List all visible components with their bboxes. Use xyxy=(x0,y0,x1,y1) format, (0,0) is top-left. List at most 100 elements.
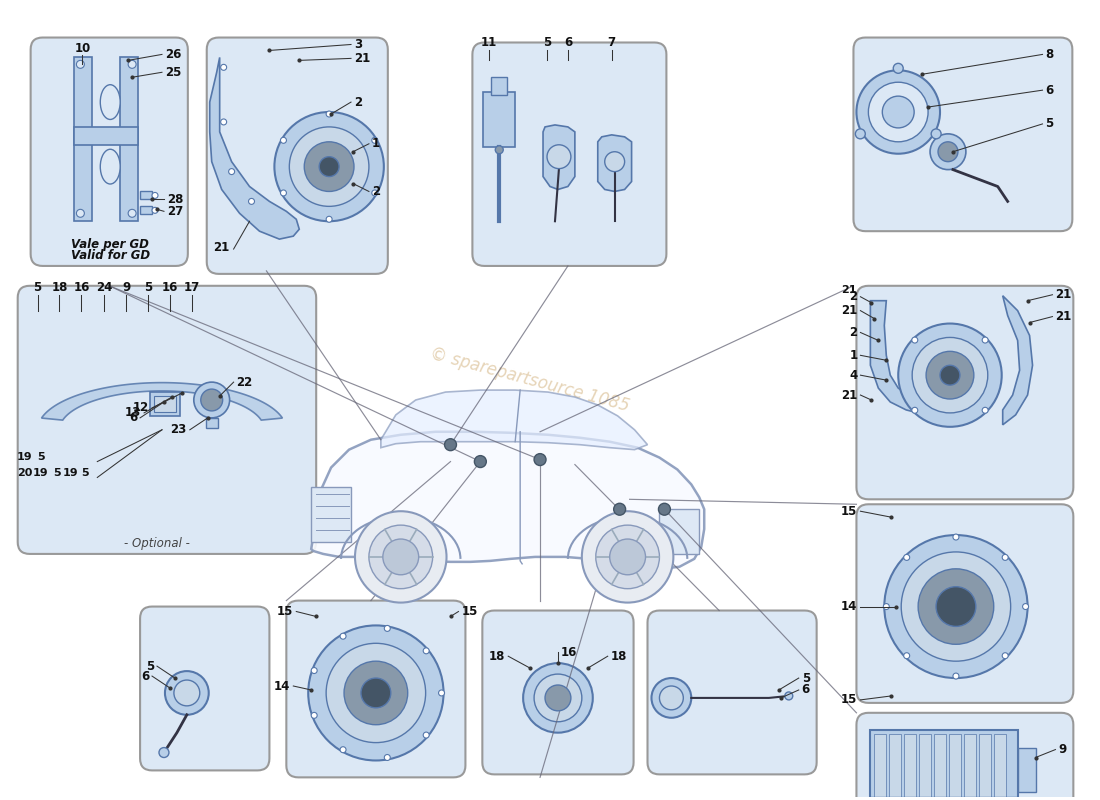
Bar xyxy=(492,78,507,95)
Circle shape xyxy=(953,673,959,679)
Text: 11: 11 xyxy=(481,37,497,50)
Circle shape xyxy=(355,511,447,602)
Circle shape xyxy=(372,190,377,196)
Text: 6: 6 xyxy=(564,37,572,50)
Text: 6: 6 xyxy=(1045,84,1054,97)
Polygon shape xyxy=(42,382,283,420)
Circle shape xyxy=(383,539,419,574)
Text: 18: 18 xyxy=(488,650,505,662)
Text: 5: 5 xyxy=(802,671,810,685)
Text: 19: 19 xyxy=(16,451,33,462)
Text: 21: 21 xyxy=(1055,288,1071,302)
Circle shape xyxy=(535,454,546,466)
Text: 3: 3 xyxy=(354,38,362,51)
Text: 8: 8 xyxy=(1045,48,1054,61)
Circle shape xyxy=(326,111,332,117)
Text: 15: 15 xyxy=(842,505,857,518)
Circle shape xyxy=(152,207,158,214)
Text: 2: 2 xyxy=(354,95,362,109)
Circle shape xyxy=(904,653,910,658)
Circle shape xyxy=(201,389,222,411)
Circle shape xyxy=(280,138,286,143)
Bar xyxy=(659,510,700,554)
Polygon shape xyxy=(1003,296,1033,425)
Circle shape xyxy=(659,503,670,515)
Bar xyxy=(874,734,887,800)
Circle shape xyxy=(308,626,443,761)
Bar xyxy=(483,92,515,146)
Text: 9: 9 xyxy=(1058,743,1067,756)
Text: 1: 1 xyxy=(849,349,857,362)
Circle shape xyxy=(344,661,408,725)
Circle shape xyxy=(938,142,958,162)
FancyBboxPatch shape xyxy=(207,38,388,274)
Text: 27: 27 xyxy=(167,205,184,218)
Bar xyxy=(870,730,1018,800)
Circle shape xyxy=(524,663,593,733)
Circle shape xyxy=(128,210,136,218)
Bar xyxy=(979,734,991,800)
Circle shape xyxy=(982,337,988,343)
Text: 5: 5 xyxy=(146,660,154,673)
Text: 21: 21 xyxy=(1055,310,1071,323)
FancyBboxPatch shape xyxy=(140,606,270,770)
Text: 12: 12 xyxy=(133,402,148,414)
Text: 6: 6 xyxy=(802,683,810,697)
Circle shape xyxy=(326,216,332,222)
FancyBboxPatch shape xyxy=(31,38,188,266)
Circle shape xyxy=(893,63,903,74)
Circle shape xyxy=(368,525,432,589)
Text: 15: 15 xyxy=(461,605,477,618)
Circle shape xyxy=(249,198,254,204)
FancyBboxPatch shape xyxy=(854,38,1072,231)
Text: 21: 21 xyxy=(842,304,857,317)
Circle shape xyxy=(474,456,486,467)
Circle shape xyxy=(899,323,1002,427)
Circle shape xyxy=(857,70,940,154)
FancyBboxPatch shape xyxy=(286,601,465,778)
Text: 6: 6 xyxy=(141,670,149,682)
Circle shape xyxy=(931,134,966,170)
Text: 24: 24 xyxy=(96,281,112,294)
Bar xyxy=(154,396,176,412)
Circle shape xyxy=(1002,554,1009,560)
Circle shape xyxy=(439,690,444,696)
Text: 5: 5 xyxy=(33,281,42,294)
Circle shape xyxy=(311,667,317,674)
Circle shape xyxy=(372,138,377,143)
Circle shape xyxy=(856,129,866,139)
Circle shape xyxy=(596,525,659,589)
Circle shape xyxy=(174,680,200,706)
Circle shape xyxy=(221,64,227,70)
Text: 21: 21 xyxy=(842,389,857,402)
Circle shape xyxy=(289,127,368,206)
Text: 5: 5 xyxy=(53,469,60,478)
Circle shape xyxy=(152,193,158,198)
Circle shape xyxy=(882,96,914,128)
FancyBboxPatch shape xyxy=(648,610,816,774)
Circle shape xyxy=(221,119,227,125)
Circle shape xyxy=(311,712,317,718)
Bar xyxy=(311,487,351,542)
FancyBboxPatch shape xyxy=(18,286,316,554)
Circle shape xyxy=(868,82,928,142)
Text: 17: 17 xyxy=(184,281,200,294)
Circle shape xyxy=(384,626,390,631)
FancyBboxPatch shape xyxy=(482,610,634,774)
Circle shape xyxy=(884,535,1027,678)
Text: 19: 19 xyxy=(33,469,48,478)
Text: 15: 15 xyxy=(277,605,294,618)
Circle shape xyxy=(883,603,889,610)
Text: 21: 21 xyxy=(840,285,857,294)
Circle shape xyxy=(319,157,339,177)
Polygon shape xyxy=(597,135,631,191)
Bar xyxy=(920,734,931,800)
Text: 16: 16 xyxy=(561,646,578,658)
Text: 21: 21 xyxy=(354,52,371,65)
Circle shape xyxy=(444,438,456,450)
Circle shape xyxy=(926,351,974,399)
Bar xyxy=(964,734,976,800)
Circle shape xyxy=(953,534,959,540)
Text: 14: 14 xyxy=(274,679,290,693)
Text: 18: 18 xyxy=(52,281,68,294)
